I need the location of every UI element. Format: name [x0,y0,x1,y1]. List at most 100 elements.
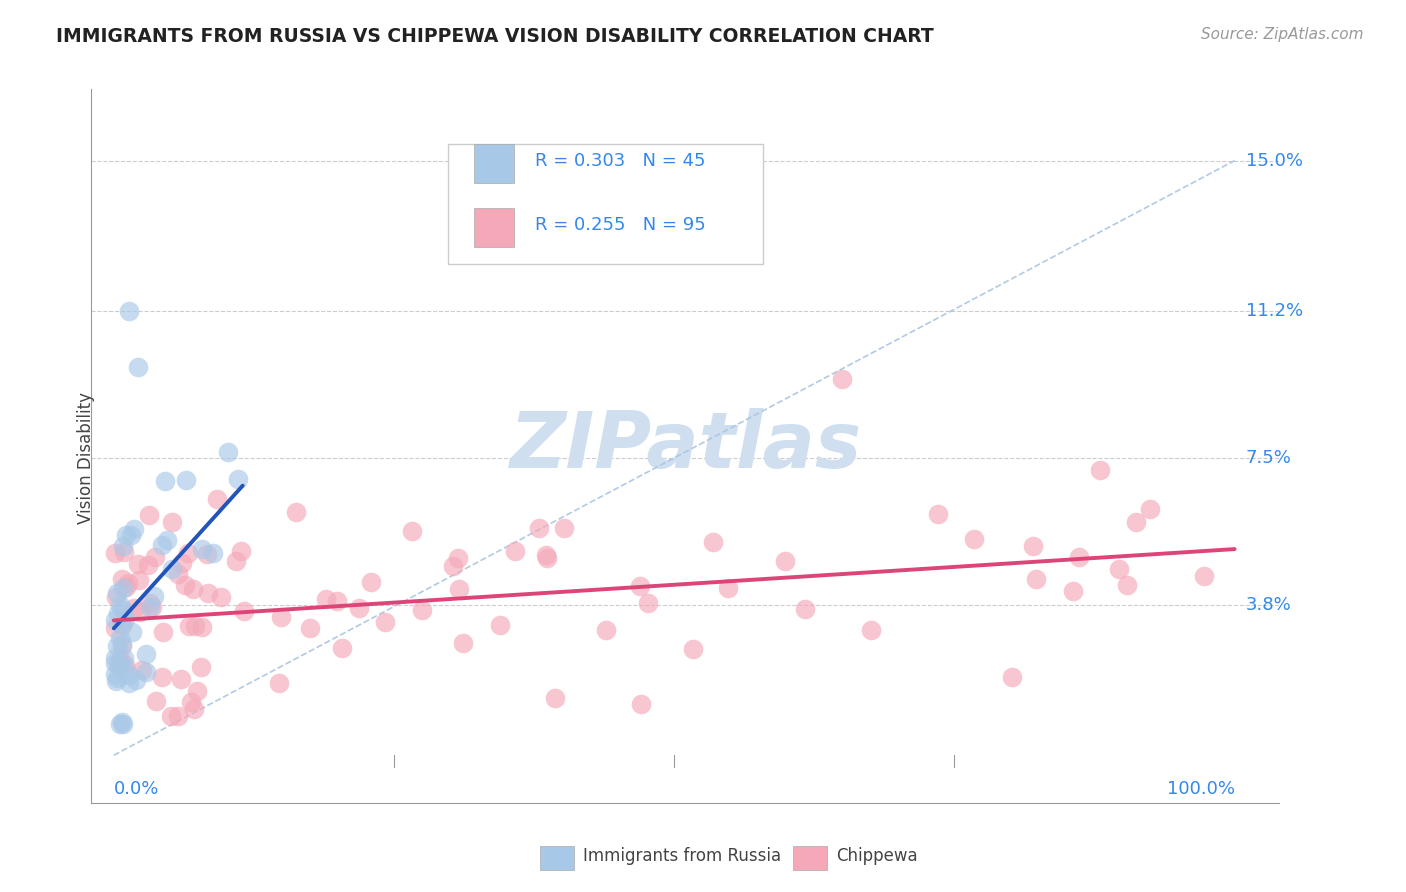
Point [172,556,194,570]
Point [139,600,162,615]
Point [190,620,212,634]
Point [553,521,575,535]
Point [111,582,134,596]
Point [105,639,128,653]
Point [1116,578,1139,592]
Point [180,695,202,709]
Point [1139,502,1161,516]
Point [117,575,139,590]
Point [127,359,149,374]
Point [105,591,128,605]
Point [104,674,127,689]
Point [186,684,208,698]
Point [104,546,127,560]
Point [401,524,423,538]
Text: R = 0.255   N = 95: R = 0.255 N = 95 [534,216,706,234]
FancyBboxPatch shape [474,209,515,247]
Point [105,586,128,600]
Point [441,558,464,573]
Point [411,603,433,617]
Point [107,607,129,621]
Point [195,548,218,562]
Point [143,550,166,565]
Point [136,558,159,572]
Point [628,579,651,593]
Text: 11.2%: 11.2% [1246,302,1303,320]
Point [127,558,149,572]
Point [118,675,141,690]
Point [447,550,470,565]
Point [859,623,882,637]
Point [347,600,370,615]
Point [111,539,134,553]
Point [104,614,127,628]
Point [205,492,228,507]
Point [233,604,256,618]
Point [162,562,184,576]
Point [138,596,160,610]
Point [927,507,949,521]
Point [115,528,138,542]
Point [702,535,724,549]
Point [360,575,382,590]
Point [181,582,204,596]
Point [128,573,150,587]
Point [209,590,232,604]
Point [447,582,470,596]
Point [108,658,131,673]
Point [107,657,129,672]
Point [112,716,135,731]
Point [630,697,652,711]
Point [111,617,134,632]
Point [544,690,567,705]
Point [536,550,558,565]
Point [226,472,249,486]
Point [231,543,253,558]
Point [122,601,145,615]
Point [1022,539,1045,553]
Point [135,665,157,679]
Point [773,554,796,568]
Point [104,621,127,635]
Point [1108,561,1130,575]
Point [167,708,190,723]
Point [104,650,127,665]
Point [1025,572,1047,586]
Point [104,666,127,681]
FancyBboxPatch shape [474,145,515,183]
Point [160,515,183,529]
Text: 3.8%: 3.8% [1246,596,1292,614]
Point [118,304,141,318]
Point [177,545,200,559]
Point [143,589,166,603]
Point [330,640,353,655]
Point [156,533,179,548]
Text: 15.0%: 15.0% [1246,152,1303,169]
Point [110,631,132,645]
Point [112,545,135,559]
Point [197,586,219,600]
Point [150,670,173,684]
Text: R = 0.303   N = 45: R = 0.303 N = 45 [534,152,704,169]
Point [174,578,197,592]
Point [217,445,239,459]
Point [118,667,141,681]
FancyBboxPatch shape [447,145,762,264]
Point [114,658,136,673]
Point [270,610,292,624]
Point [111,715,134,730]
Text: Chippewa: Chippewa [837,847,918,865]
Point [125,673,148,687]
Point [114,580,136,594]
Point [150,538,173,552]
Point [111,572,134,586]
Point [112,651,135,665]
Text: Vision Disability: Vision Disability [77,392,94,524]
Point [104,657,127,671]
Point [108,716,131,731]
Point [534,548,557,562]
Point [120,527,142,541]
Point [131,663,153,677]
Point [489,617,512,632]
Point [831,371,853,385]
